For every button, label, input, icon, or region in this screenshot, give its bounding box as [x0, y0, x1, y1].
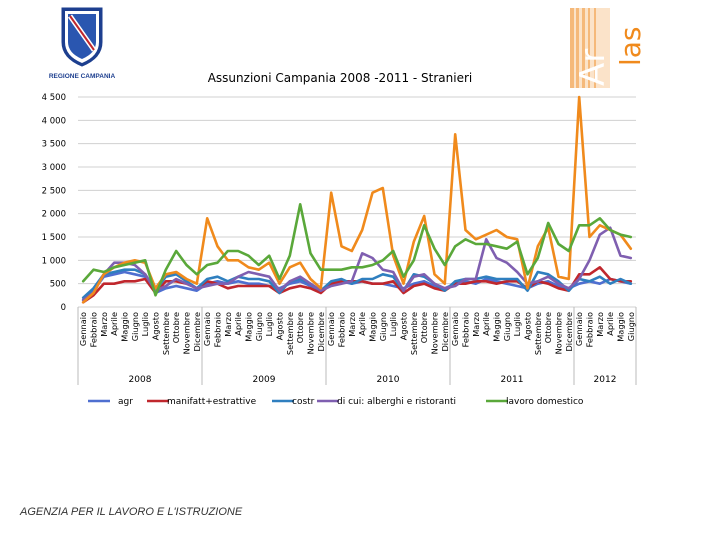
x-tick-label: Dicembre [316, 312, 326, 352]
x-tick-label: Febbraio [213, 312, 223, 347]
y-tick-label: 4 500 [42, 93, 66, 103]
x-tick-label: Aprile [357, 312, 367, 336]
x-tick-label: Giugno [254, 312, 264, 341]
x-tick-label: Marzo [223, 312, 233, 337]
year-label: 2009 [253, 375, 276, 385]
y-tick-label: 500 [50, 280, 66, 290]
legend-label: lavoro domestico [506, 397, 584, 407]
x-tick-label: Febbraio [337, 312, 347, 347]
arlas-logo-mark: Ar [573, 49, 613, 86]
x-tick-label: Ottobre [419, 312, 429, 343]
x-tick-label: Gennaio [450, 312, 460, 346]
x-axis-year-labels: 2008 2009 2010 2011 2012 [77, 307, 637, 385]
x-tick-label: Agosto [275, 312, 285, 340]
x-tick-label: Marzo [99, 312, 109, 337]
x-tick-label: Marzo [347, 312, 357, 337]
series-lines [81, 95, 633, 304]
x-tick-label: Dicembre [440, 312, 450, 352]
agency-footer-text: AGENZIA PER IL LAVORO E L'ISTRUZIONE [20, 506, 243, 518]
legend-label: manifatt+estrattive [167, 397, 257, 407]
legend: agr manifatt+estrattive costr di cui: alber… [88, 397, 584, 407]
x-tick-label: Gennaio [574, 312, 584, 346]
series-line-commercio [81, 95, 633, 304]
x-tick-label: Febbraio [89, 312, 99, 347]
y-tick-label: 2 500 [42, 186, 66, 196]
legend-label: di cui: alberghi e ristoranti [337, 397, 456, 407]
year-label: 2011 [501, 375, 524, 385]
x-tick-label: Gennaio [202, 312, 212, 346]
x-tick-label: Luglio [388, 312, 398, 336]
legend-label: agr [118, 397, 133, 407]
x-tick-label: Novembre [554, 312, 564, 354]
y-tick-label: 1 000 [42, 256, 66, 266]
x-tick-label: Luglio [140, 312, 150, 336]
x-tick-label: Aprile [605, 312, 615, 336]
x-tick-label: Agosto [151, 312, 161, 340]
year-label: 2008 [129, 375, 152, 385]
series-line-costr [81, 268, 633, 300]
y-tick-label: 1 500 [42, 233, 66, 243]
x-tick-label: Febbraio [461, 312, 471, 347]
x-tick-label: Luglio [512, 312, 522, 336]
regione-campania-logo-text: REGIONE CAMPANIA [49, 73, 116, 80]
x-tick-label: Novembre [430, 312, 440, 354]
regione-campania-logo: REGIONE CAMPANIA [34, 6, 130, 84]
x-tick-label: Marzo [471, 312, 481, 337]
x-tick-label: Agosto [399, 312, 409, 340]
x-tick-label: Luglio [264, 312, 274, 336]
x-tick-label: Ottobre [171, 312, 181, 343]
x-tick-label: Aprile [109, 312, 119, 336]
x-tick-label: Settembre [409, 312, 419, 355]
year-label: 2010 [377, 375, 400, 385]
x-tick-label: Settembre [161, 312, 171, 355]
x-tick-label: Maggio [120, 312, 130, 342]
year-label: 2012 [594, 375, 617, 385]
x-tick-label: Aprile [233, 312, 243, 336]
x-tick-label: Giugno [378, 312, 388, 341]
x-axis-month-labels: Gennaio Febbraio Marzo Aprile Maggio Giugno Lu… [78, 312, 636, 355]
arlas-logo: Ar las [568, 6, 647, 90]
y-axis-ticks: 0 500 1 000 1 500 2 000 2 500 3 000 3 500 4 000 4… [42, 93, 66, 313]
x-tick-label: Maggio [616, 312, 626, 342]
x-tick-label: Gennaio [326, 312, 336, 346]
y-tick-label: 0 [61, 303, 66, 313]
x-tick-label: Maggio [368, 312, 378, 342]
x-tick-label: Giugno [130, 312, 140, 341]
x-tick-label: Febbraio [585, 312, 595, 347]
x-tick-label: Ottobre [543, 312, 553, 343]
arlas-logo-word: las [614, 26, 644, 66]
y-tick-label: 2 000 [42, 210, 66, 220]
x-tick-label: Giugno [502, 312, 512, 341]
x-tick-label: Maggio [492, 312, 502, 342]
x-tick-label: Ottobre [295, 312, 305, 343]
x-tick-label: Dicembre [192, 312, 202, 352]
x-tick-label: Agosto [523, 312, 533, 340]
chart-title: Assunzioni Campania 2008 -2011 - Stranie… [208, 71, 473, 85]
x-tick-label: Aprile [481, 312, 491, 336]
x-tick-label: Gennaio [78, 312, 88, 346]
x-tick-label: Dicembre [564, 312, 574, 352]
series-line-lavoro-domestico [81, 203, 633, 297]
x-tick-label: Maggio [244, 312, 254, 342]
x-tick-label: Settembre [285, 312, 295, 355]
legend-label: costr [292, 397, 315, 407]
y-tick-label: 4 000 [42, 116, 66, 126]
x-tick-label: Novembre [182, 312, 192, 354]
grid-lines [78, 96, 636, 308]
x-tick-label: Novembre [306, 312, 316, 354]
x-tick-label: Giugno [626, 312, 636, 341]
x-tick-label: Marzo [595, 312, 605, 337]
y-tick-label: 3 000 [42, 163, 66, 173]
y-tick-label: 3 500 [42, 140, 66, 150]
x-tick-label: Settembre [533, 312, 543, 355]
